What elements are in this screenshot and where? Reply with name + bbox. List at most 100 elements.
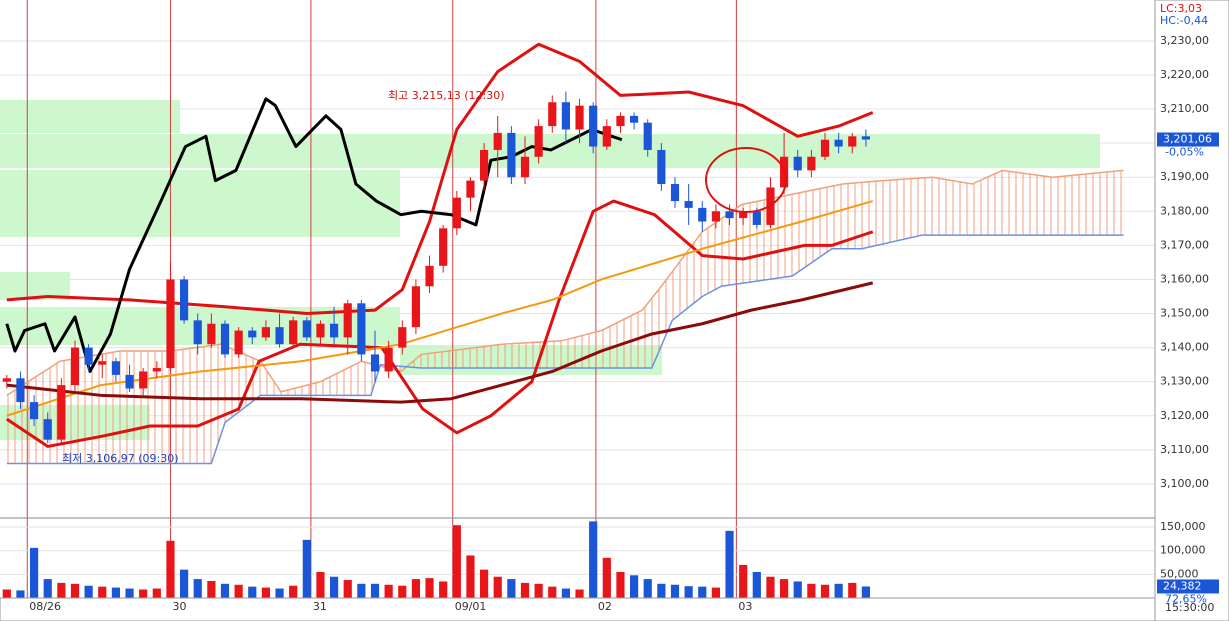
candle-body bbox=[248, 330, 257, 338]
overlay-line bbox=[5, 97, 623, 373]
cloud-span-b bbox=[6, 234, 1124, 465]
volume-bar bbox=[507, 579, 516, 598]
x-tick-label: 02 bbox=[598, 600, 612, 613]
candle-body bbox=[166, 279, 175, 369]
y-tick-label: 3,190,00 bbox=[1160, 170, 1209, 183]
volume-bar bbox=[370, 583, 380, 598]
volume-bar bbox=[343, 580, 352, 598]
candle-body bbox=[793, 156, 802, 171]
volume-bar bbox=[670, 584, 680, 598]
volume-bar bbox=[207, 580, 216, 598]
volume-bar bbox=[616, 572, 625, 598]
volume-bar bbox=[466, 555, 475, 598]
volume-bar bbox=[330, 576, 339, 598]
high-annotation: 최고 3,215,13 (12:30) bbox=[388, 89, 505, 102]
y-tick-label: 150,000 bbox=[1160, 520, 1206, 533]
volume-bar bbox=[2, 589, 11, 598]
volume-bar bbox=[302, 539, 311, 598]
price-axis bbox=[1154, 0, 1229, 621]
volume-bar bbox=[220, 583, 230, 598]
candle-body bbox=[343, 303, 352, 338]
volume-bar bbox=[30, 547, 39, 598]
candle-body bbox=[180, 279, 189, 321]
volume-bar bbox=[425, 578, 434, 598]
candle-body bbox=[398, 327, 407, 348]
volume-bar bbox=[780, 579, 789, 598]
volume-bar bbox=[84, 585, 93, 598]
candle-body bbox=[616, 115, 625, 127]
candle-body bbox=[493, 132, 502, 150]
y-tick-label: 3,220,00 bbox=[1160, 68, 1209, 81]
volume-bar bbox=[711, 587, 720, 598]
candle-body bbox=[698, 207, 707, 222]
volume-bar bbox=[261, 587, 270, 598]
hc-label: HC:-0,44 bbox=[1160, 14, 1208, 27]
candle-body bbox=[534, 126, 543, 157]
overlay-line bbox=[5, 199, 874, 448]
y-tick-label: 3,130,00 bbox=[1160, 375, 1209, 388]
lc-label: LC:3,03 bbox=[1160, 2, 1202, 15]
volume-bar bbox=[861, 586, 870, 598]
candle-body bbox=[84, 347, 93, 365]
volume-bar bbox=[493, 576, 502, 598]
candle-body bbox=[98, 361, 107, 365]
volume-bar bbox=[43, 579, 52, 598]
volume-bar bbox=[602, 557, 611, 598]
volume-bar bbox=[452, 525, 461, 598]
candle-body bbox=[752, 211, 761, 225]
grid bbox=[0, 0, 1155, 598]
candle-body bbox=[425, 265, 434, 287]
volume-bar bbox=[698, 586, 707, 598]
volume bbox=[2, 521, 870, 598]
candle-body bbox=[16, 378, 25, 403]
volume-bar bbox=[193, 579, 202, 598]
volume-bar bbox=[793, 581, 802, 598]
y-tick-label: 100,000 bbox=[1160, 544, 1206, 557]
candle-body bbox=[548, 102, 557, 127]
candle-body bbox=[657, 149, 666, 185]
last-volume: 24,382 bbox=[1163, 579, 1202, 592]
volume-bar bbox=[275, 588, 284, 598]
volume-bar bbox=[834, 583, 843, 598]
candle-body bbox=[820, 139, 830, 157]
volume-bar bbox=[848, 582, 857, 598]
y-tick-label: 3,160,00 bbox=[1160, 272, 1209, 285]
candle-body bbox=[452, 197, 461, 229]
volume-bar bbox=[657, 583, 666, 598]
candle-body bbox=[384, 347, 393, 372]
x-tick-label: 31 bbox=[313, 600, 327, 613]
volume-bar bbox=[684, 586, 693, 598]
volume-bar bbox=[180, 569, 189, 598]
candle-body bbox=[234, 330, 243, 355]
candle-body bbox=[70, 347, 80, 386]
overlay-line bbox=[6, 281, 874, 404]
volume-bar bbox=[125, 588, 134, 598]
candle-body bbox=[739, 211, 748, 219]
volume-bar bbox=[480, 569, 489, 598]
candle-body bbox=[111, 361, 120, 375]
candle-body bbox=[220, 323, 230, 355]
candle-body bbox=[507, 132, 516, 178]
volume-bar bbox=[316, 572, 325, 598]
low-annotation: 최저 3,106,97 (09:30) bbox=[62, 452, 179, 465]
candle-body bbox=[302, 320, 311, 338]
candles bbox=[2, 91, 870, 444]
candle-body bbox=[589, 105, 598, 147]
candle-body bbox=[480, 149, 489, 181]
candle-body bbox=[357, 303, 366, 355]
candle-body bbox=[57, 385, 66, 440]
volume-bar bbox=[152, 588, 161, 598]
highlight-circle bbox=[705, 147, 787, 213]
last-price-box bbox=[1157, 132, 1219, 147]
overlays bbox=[5, 42, 874, 448]
volume-bar bbox=[111, 587, 120, 598]
y-tick-label: 50,000 bbox=[1160, 567, 1199, 580]
volume-bar bbox=[248, 586, 257, 598]
candle-body bbox=[261, 327, 270, 338]
last-volume-box bbox=[1157, 579, 1219, 594]
volume-bar bbox=[166, 540, 175, 598]
candle-body bbox=[561, 102, 570, 130]
candle-body bbox=[330, 323, 339, 338]
